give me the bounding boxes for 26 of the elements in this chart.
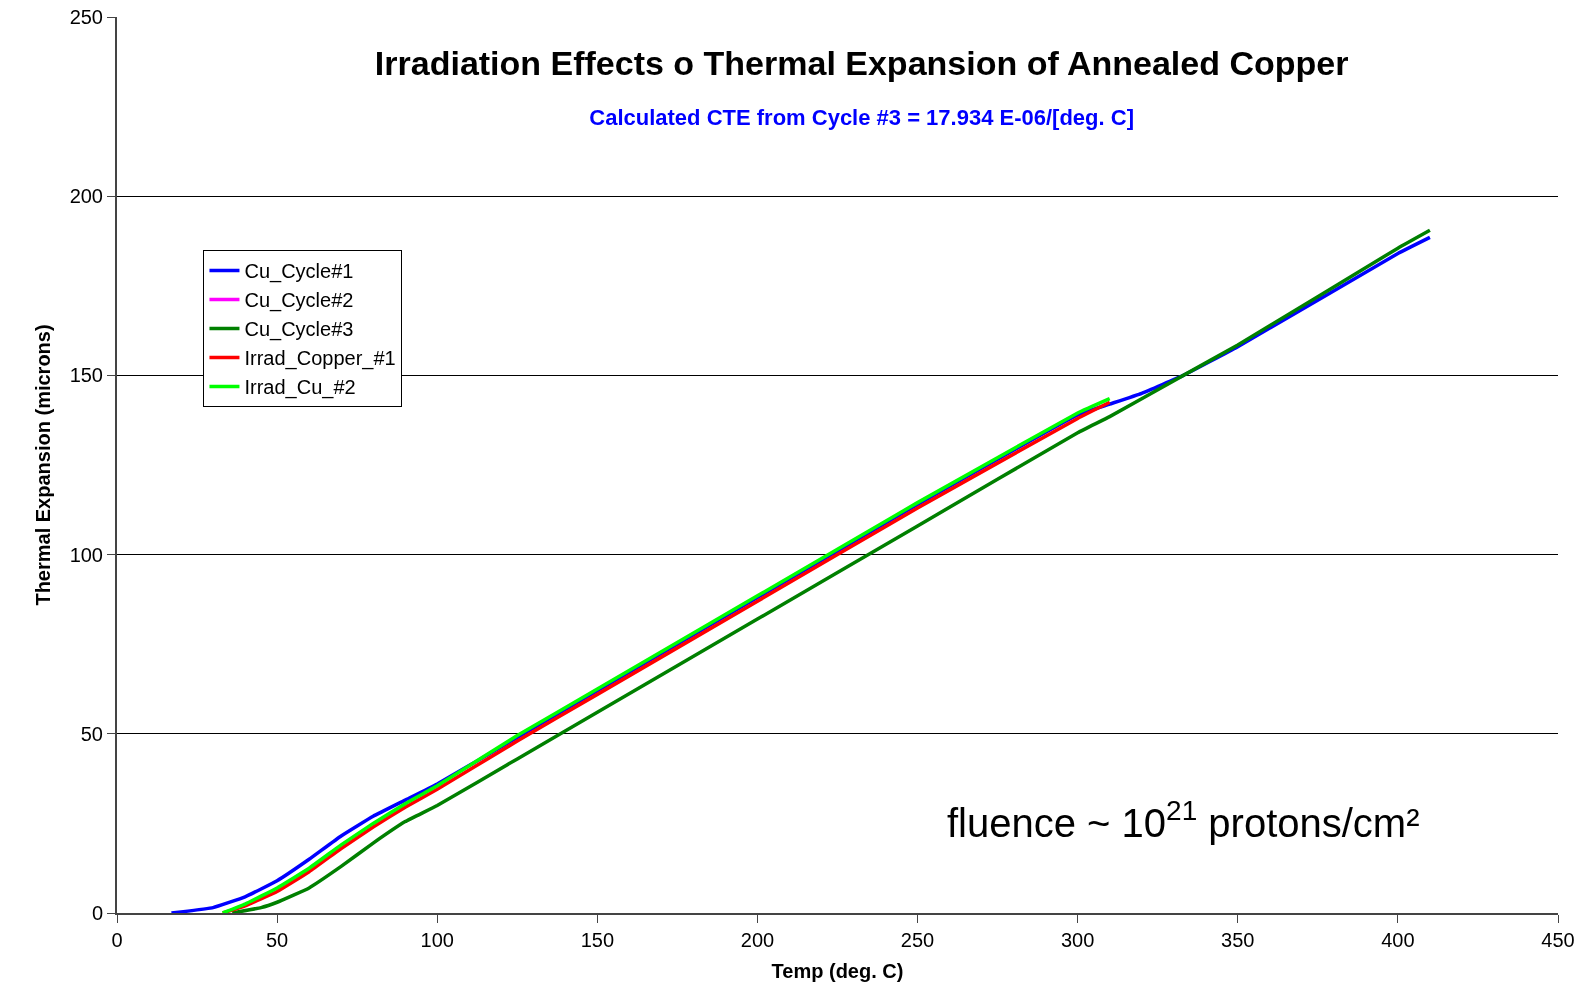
legend-label: Cu_Cycle#3 [244, 318, 354, 342]
x-axis-title: Temp (deg. C) [771, 960, 904, 982]
legend-label: Irrad_Copper_#1 [244, 347, 396, 371]
y-tick-label: 150 [69, 364, 103, 387]
x-tick-label: 350 [1221, 929, 1255, 951]
annotation: fluence ~ 10$^{21}$ protons/cm² [947, 795, 1420, 845]
x-tick-label: 250 [900, 929, 935, 951]
y-tick-label: 50 [80, 722, 103, 745]
x-tick-label: 400 [1381, 929, 1415, 951]
text: Calculated CTE from Cycle #3 = 17.934 E-06/[deg. C] [589, 105, 1134, 131]
x-tick-label: 50 [265, 929, 289, 951]
y-tick-label: 0 [91, 902, 103, 924]
y-tick-label: 100 [69, 543, 103, 566]
legend-label: Cu_Cycle#1 [244, 260, 354, 284]
x-tick-label: 450 [1541, 929, 1575, 951]
text: Irradiation Effects o Thermal Expansion of Annealed Copper [374, 44, 1349, 83]
y-axis-title: Thermal Expansion (microns) [31, 324, 54, 606]
x-tick-label: 200 [740, 929, 775, 951]
y-tick-label: 200 [69, 185, 103, 208]
x-tick-label: 100 [420, 929, 454, 951]
legend-label: Irrad_Cu_#2 [244, 376, 356, 400]
legend-label: Cu_Cycle#2 [244, 289, 354, 313]
x-tick-label: 150 [580, 929, 615, 951]
y-tick-label: 250 [69, 6, 103, 28]
x-tick-label: 300 [1060, 929, 1095, 951]
x-tick-label: 0 [111, 929, 123, 951]
